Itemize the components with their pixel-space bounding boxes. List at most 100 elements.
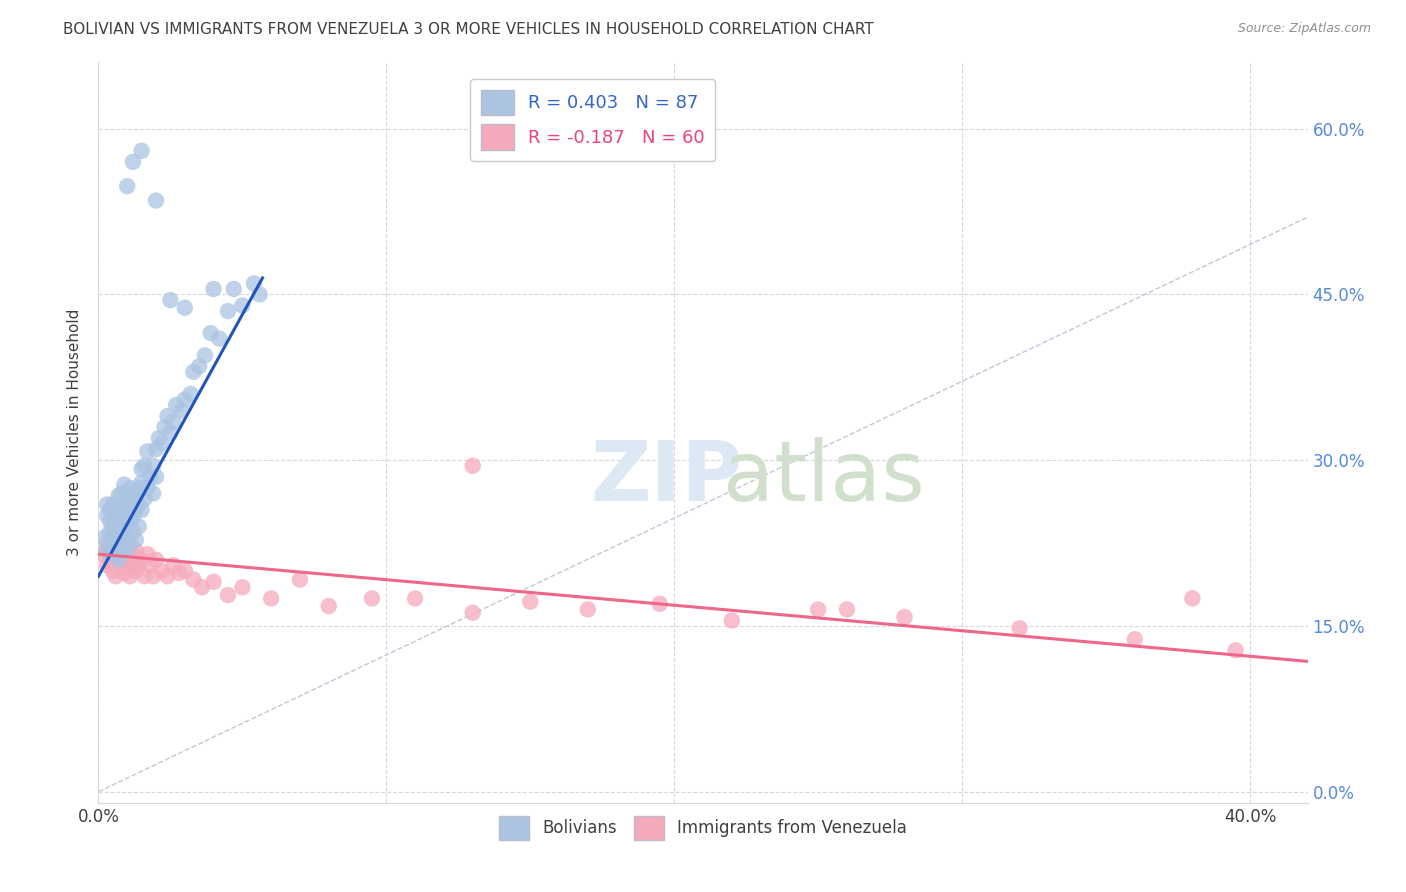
Point xyxy=(136,547,159,561)
Point xyxy=(122,547,145,561)
Point xyxy=(120,569,142,583)
Point xyxy=(145,442,167,457)
Point xyxy=(136,444,159,458)
Point xyxy=(156,569,179,583)
Point xyxy=(104,514,127,528)
Point xyxy=(122,503,145,517)
Point xyxy=(167,566,190,580)
Point xyxy=(145,470,167,484)
Point xyxy=(136,481,159,495)
Text: Source: ZipAtlas.com: Source: ZipAtlas.com xyxy=(1237,22,1371,36)
Point xyxy=(807,602,830,616)
Point xyxy=(101,541,124,556)
Point xyxy=(1225,643,1247,657)
Text: BOLIVIAN VS IMMIGRANTS FROM VENEZUELA 3 OR MORE VEHICLES IN HOUSEHOLD CORRELATIO: BOLIVIAN VS IMMIGRANTS FROM VENEZUELA 3 … xyxy=(63,22,875,37)
Point xyxy=(120,552,142,566)
Point xyxy=(115,517,138,532)
Point xyxy=(318,599,340,613)
Point xyxy=(122,524,145,539)
Point xyxy=(231,299,253,313)
Point xyxy=(104,569,127,583)
Point xyxy=(404,591,426,606)
Point xyxy=(104,533,127,547)
Point xyxy=(104,503,127,517)
Point xyxy=(101,564,124,578)
Point xyxy=(142,458,165,473)
Point xyxy=(134,458,156,473)
Point xyxy=(648,597,671,611)
Point xyxy=(131,552,153,566)
Point xyxy=(191,580,214,594)
Point xyxy=(159,425,181,440)
Point xyxy=(101,544,124,558)
Point xyxy=(183,365,205,379)
Point xyxy=(115,544,138,558)
Point xyxy=(893,610,915,624)
Point xyxy=(150,436,173,450)
Point xyxy=(142,569,165,583)
Point xyxy=(243,277,266,291)
Point xyxy=(96,541,118,556)
Point xyxy=(1181,591,1204,606)
Point xyxy=(200,326,222,341)
Point xyxy=(1008,621,1031,635)
Point xyxy=(131,144,153,158)
Point xyxy=(125,544,148,558)
Point xyxy=(153,420,176,434)
Point xyxy=(110,541,132,556)
Point xyxy=(173,392,195,407)
Point xyxy=(183,573,205,587)
Point xyxy=(110,552,132,566)
Point xyxy=(107,519,129,533)
Point xyxy=(120,536,142,550)
Point xyxy=(120,498,142,512)
Point xyxy=(461,606,484,620)
Point xyxy=(104,544,127,558)
Point xyxy=(145,194,167,208)
Point xyxy=(104,547,127,561)
Point xyxy=(98,547,121,561)
Point xyxy=(120,514,142,528)
Point xyxy=(101,547,124,561)
Point xyxy=(188,359,211,374)
Point xyxy=(159,293,181,307)
Point xyxy=(122,510,145,524)
Point xyxy=(170,403,193,417)
Point xyxy=(122,491,145,506)
Point xyxy=(107,489,129,503)
Point xyxy=(101,498,124,512)
Point xyxy=(107,536,129,550)
Point xyxy=(131,475,153,490)
Point xyxy=(107,552,129,566)
Point xyxy=(122,558,145,573)
Point xyxy=(576,602,599,616)
Point xyxy=(93,547,115,561)
Point xyxy=(180,387,202,401)
Point xyxy=(217,588,239,602)
Point xyxy=(101,519,124,533)
Point xyxy=(131,462,153,476)
Y-axis label: 3 or more Vehicles in Household: 3 or more Vehicles in Household xyxy=(67,309,83,557)
Point xyxy=(134,491,156,506)
Point xyxy=(208,332,231,346)
Point xyxy=(131,503,153,517)
Point xyxy=(162,415,184,429)
Point xyxy=(110,503,132,517)
Point xyxy=(98,514,121,528)
Point xyxy=(202,282,225,296)
Point xyxy=(101,533,124,547)
Text: atlas: atlas xyxy=(723,436,925,517)
Point xyxy=(96,498,118,512)
Point xyxy=(139,558,162,573)
Point xyxy=(128,481,150,495)
Point xyxy=(125,486,148,500)
Point xyxy=(128,558,150,573)
Point xyxy=(98,524,121,539)
Point xyxy=(260,591,283,606)
Point xyxy=(112,566,135,580)
Legend: Bolivians, Immigrants from Venezuela: Bolivians, Immigrants from Venezuela xyxy=(492,809,914,847)
Point xyxy=(98,541,121,556)
Point xyxy=(107,547,129,561)
Point xyxy=(112,510,135,524)
Point xyxy=(115,544,138,558)
